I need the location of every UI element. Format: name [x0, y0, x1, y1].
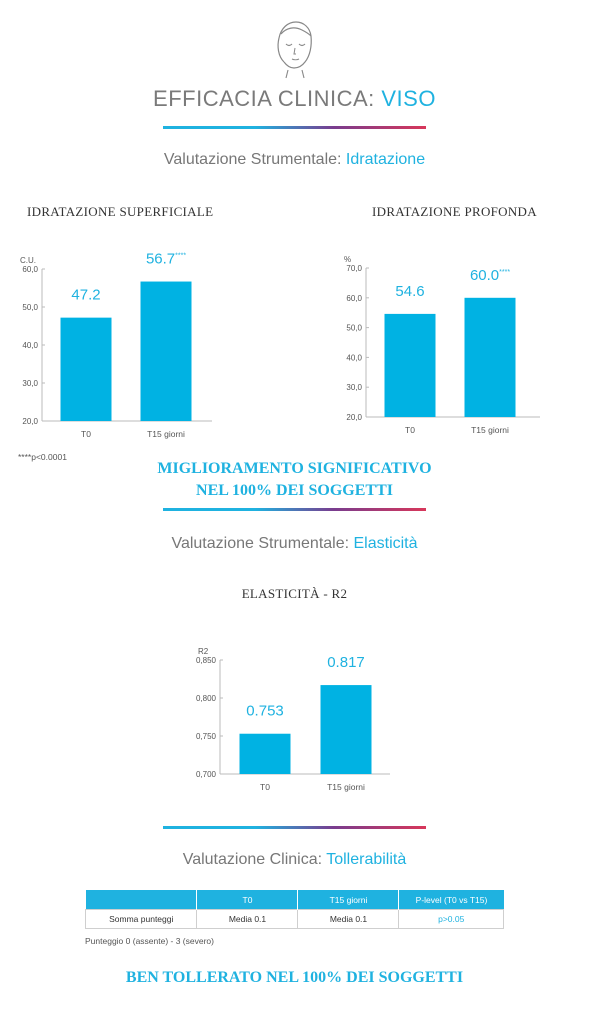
chart-title-superficial: IDRATAZIONE SUPERFICIALE — [27, 204, 214, 219]
table-cell: Somma punteggi — [84, 909, 198, 929]
y-tick-label: 0,800 — [196, 694, 217, 703]
section-accent: Elasticità — [353, 535, 418, 552]
section-title-tolerability: Valutazione Clinica: Tollerabilità — [0, 851, 589, 869]
data-label: 54.6 — [395, 283, 424, 300]
x-tick-label: T0 — [81, 429, 91, 439]
y-tick-label: 20,0 — [346, 413, 362, 422]
highlight-hydration: MIGLIORAMENTO SIGNIFICATIVO NEL 100% DEI… — [0, 458, 589, 502]
x-tick-label: T0 — [405, 425, 415, 435]
bar — [140, 281, 192, 421]
bar — [464, 297, 516, 417]
table-header — [85, 890, 198, 910]
table-header: T15 giorni — [297, 890, 400, 910]
bar — [320, 685, 372, 774]
y-axis-label: C.U. — [20, 256, 36, 265]
data-label: 56.7**** — [146, 251, 186, 268]
y-axis-label: % — [344, 255, 351, 264]
divider — [163, 508, 426, 511]
y-tick-label: 0,700 — [196, 770, 217, 779]
section-label: Valutazione Strumentale: — [171, 535, 354, 552]
y-tick-label: 30,0 — [346, 383, 362, 392]
data-label: 60.0**** — [470, 267, 510, 284]
significance-footnote: ****p<0.0001 — [18, 452, 67, 462]
highlight-tolerability: BEN TOLLERATO NEL 100% DEI SOGGETTI — [125, 969, 464, 986]
table-cell: Media 0.1 — [196, 909, 299, 929]
section-title-hydration: Valutazione Strumentale: Idratazione — [0, 151, 589, 169]
y-tick-label: 40,0 — [346, 353, 362, 362]
face-icon — [272, 18, 318, 80]
y-tick-label: 70,0 — [346, 264, 362, 273]
x-tick-label: T0 — [260, 782, 270, 792]
table-header: T0 — [196, 890, 299, 910]
significance-marker: **** — [499, 269, 510, 276]
highlight-line-1: MIGLIORAMENTO SIGNIFICATIVO — [157, 460, 432, 477]
divider — [163, 126, 426, 129]
chart-elasticity: R2 0,700 0,750 0,800 0,850 0.753 T0 0.817 T15 gi… — [196, 647, 390, 792]
y-axis-label: R2 — [198, 647, 209, 656]
tolerability-table: T0 T15 giorni P-level (T0 vs T15) Somma … — [84, 890, 504, 929]
data-label: 0.753 — [246, 703, 284, 720]
y-tick-label: 40,0 — [22, 341, 38, 350]
table-cell: p>0.05 — [398, 909, 504, 929]
table-cell: Media 0.1 — [297, 909, 400, 929]
highlight-line-2: NEL 100% DEI SOGGETTI — [196, 482, 393, 499]
divider — [163, 826, 426, 829]
bar — [384, 313, 436, 417]
section-label: Valutazione Clinica: — [182, 851, 327, 868]
page-title-main: EFFICACIA CLINICA: — [153, 86, 382, 111]
x-tick-label: T15 giorni — [471, 425, 509, 435]
chart-superficial-hydration: C.U. 20,0 30,0 40,0 50,0 60,0 47.2 T0 56.7**** T1… — [20, 251, 212, 439]
y-tick-label: 30,0 — [22, 379, 38, 388]
section-title-elasticity: Valutazione Strumentale: Elasticità — [0, 535, 589, 553]
page-title: EFFICACIA CLINICA: VISO — [0, 86, 589, 112]
score-note: Punteggio 0 (assente) - 3 (severo) — [85, 936, 214, 946]
section-label: Valutazione Strumentale: — [163, 151, 346, 168]
y-tick-label: 50,0 — [22, 303, 38, 312]
y-tick-label: 0,850 — [196, 656, 217, 665]
table-header-row: T0 T15 giorni P-level (T0 vs T15) — [85, 890, 504, 910]
table-row: Somma punteggi Media 0.1 Media 0.1 p>0.0… — [84, 909, 504, 929]
section-accent: Tollerabilità — [326, 851, 407, 868]
x-tick-label: T15 giorni — [327, 782, 365, 792]
x-tick-label: T15 giorni — [147, 429, 185, 439]
bar — [60, 317, 112, 421]
y-tick-label: 20,0 — [22, 417, 38, 426]
chart-title-deep: IDRATAZIONE PROFONDA — [372, 204, 537, 219]
data-label: 47.2 — [71, 287, 100, 304]
section-accent: Idratazione — [345, 151, 426, 168]
y-tick-label: 60,0 — [22, 265, 38, 274]
significance-marker: **** — [175, 253, 186, 260]
data-label: 0.817 — [327, 654, 365, 671]
bar — [239, 733, 291, 774]
chart-title-elasticity: ELASTICITÀ - R2 — [241, 586, 348, 601]
page-title-accent: VISO — [381, 86, 436, 111]
y-tick-label: 60,0 — [346, 294, 362, 303]
y-tick-label: 0,750 — [196, 732, 217, 741]
chart-deep-hydration: % 20,0 30,0 40,0 50,0 60,0 70,0 54.6 T0 60.0**** T… — [344, 255, 540, 435]
table-header: P-level (T0 vs T15) — [398, 890, 504, 910]
y-tick-label: 50,0 — [346, 324, 362, 333]
